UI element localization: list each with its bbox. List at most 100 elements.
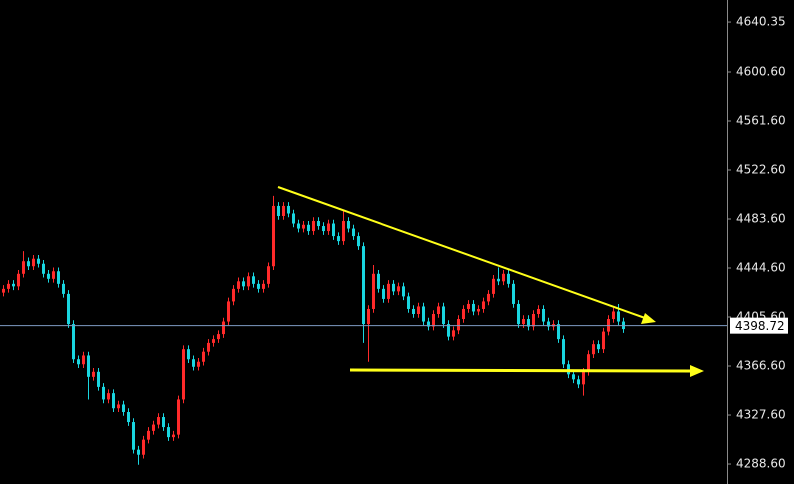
y-tick-label: 4483.60	[736, 212, 786, 226]
candle-body	[257, 283, 260, 289]
last-price-label: 4398.72	[735, 319, 785, 333]
candle-body	[357, 236, 360, 247]
resistance-trend-line	[277, 186, 646, 319]
candle-body	[352, 228, 355, 237]
candle-body	[117, 404, 120, 409]
candle-body	[497, 278, 500, 282]
candle-body	[572, 374, 575, 380]
arrow-head	[641, 313, 656, 324]
candle-body	[217, 334, 220, 340]
candle-body	[547, 321, 550, 327]
candle-body	[107, 393, 110, 400]
candle-body	[177, 399, 180, 435]
candle-body	[27, 261, 30, 267]
candle-body	[327, 223, 330, 232]
y-tick-label: 4366.60	[736, 359, 786, 373]
candle-body	[577, 379, 580, 385]
candle-body	[182, 349, 185, 400]
candle-body	[272, 205, 275, 267]
candle-body	[192, 359, 195, 367]
candle-body	[252, 276, 255, 284]
candle-body	[342, 221, 345, 242]
y-tick-label: 4288.60	[736, 457, 786, 471]
candle-body	[387, 283, 390, 299]
candle-body	[392, 283, 395, 292]
y-tick-label: 4327.60	[736, 408, 786, 422]
candle-body	[307, 224, 310, 232]
candle-body	[527, 319, 530, 327]
y-tick-label: 4444.60	[736, 261, 786, 275]
candle-body	[132, 422, 135, 450]
candle-body	[87, 355, 90, 377]
candle-body	[147, 430, 150, 440]
candle-body	[427, 321, 430, 327]
candle-body	[67, 293, 70, 325]
candle-body	[472, 303, 475, 312]
candle-body	[112, 393, 115, 409]
candle-body	[457, 319, 460, 331]
candle-body	[282, 205, 285, 216]
candle-body	[452, 330, 455, 337]
candle-body	[437, 306, 440, 314]
candle-body	[477, 308, 480, 312]
candle-body	[12, 283, 15, 287]
y-tick-label: 4522.60	[736, 163, 786, 177]
candle-body	[267, 266, 270, 284]
candle-body	[487, 293, 490, 302]
candle-body	[222, 321, 225, 335]
trend-annotations	[277, 186, 704, 377]
candle-body	[597, 344, 600, 350]
y-tick-label: 4600.60	[736, 64, 786, 78]
candle-body	[187, 349, 190, 360]
candle-body	[382, 288, 385, 299]
candle-body	[207, 342, 210, 352]
candle-body	[167, 427, 170, 438]
candle-body	[197, 361, 200, 367]
candle-body	[227, 301, 230, 322]
candle-body	[517, 303, 520, 325]
candle-body	[507, 273, 510, 284]
candle-body	[482, 301, 485, 309]
candle-body	[442, 306, 445, 325]
candle-body	[102, 386, 105, 400]
candle-body	[232, 288, 235, 302]
candle-body	[447, 324, 450, 337]
candle-body	[262, 283, 265, 289]
candle-body	[542, 308, 545, 322]
candle-body	[47, 273, 50, 279]
candle-body	[367, 308, 370, 325]
candle-body	[412, 308, 415, 314]
candle-body	[537, 308, 540, 314]
support-line	[349, 368, 693, 373]
candle-body	[492, 278, 495, 294]
candle-body	[127, 412, 130, 423]
candle-body	[242, 281, 245, 287]
arrow-head	[690, 365, 704, 377]
candle-body	[42, 263, 45, 274]
candle-body	[322, 226, 325, 232]
candle-body	[247, 276, 250, 287]
candle-body	[587, 354, 590, 372]
candle-body	[2, 288, 5, 293]
candle-body	[57, 271, 60, 284]
candle-body	[602, 331, 605, 350]
candle-body	[52, 271, 55, 279]
candle-body	[362, 246, 365, 325]
candle-body	[82, 355, 85, 365]
candle-body	[277, 205, 280, 216]
candle-body	[162, 417, 165, 428]
candle-body	[407, 296, 410, 309]
candle-body	[592, 344, 595, 355]
candle-body	[402, 286, 405, 297]
candle-body	[237, 281, 240, 289]
candle-body	[422, 306, 425, 322]
candle-body	[532, 313, 535, 327]
last-price-box	[730, 317, 788, 334]
candle-body	[462, 308, 465, 320]
candle-body	[17, 273, 20, 287]
candle-body	[612, 311, 615, 320]
candle-body	[92, 371, 95, 377]
